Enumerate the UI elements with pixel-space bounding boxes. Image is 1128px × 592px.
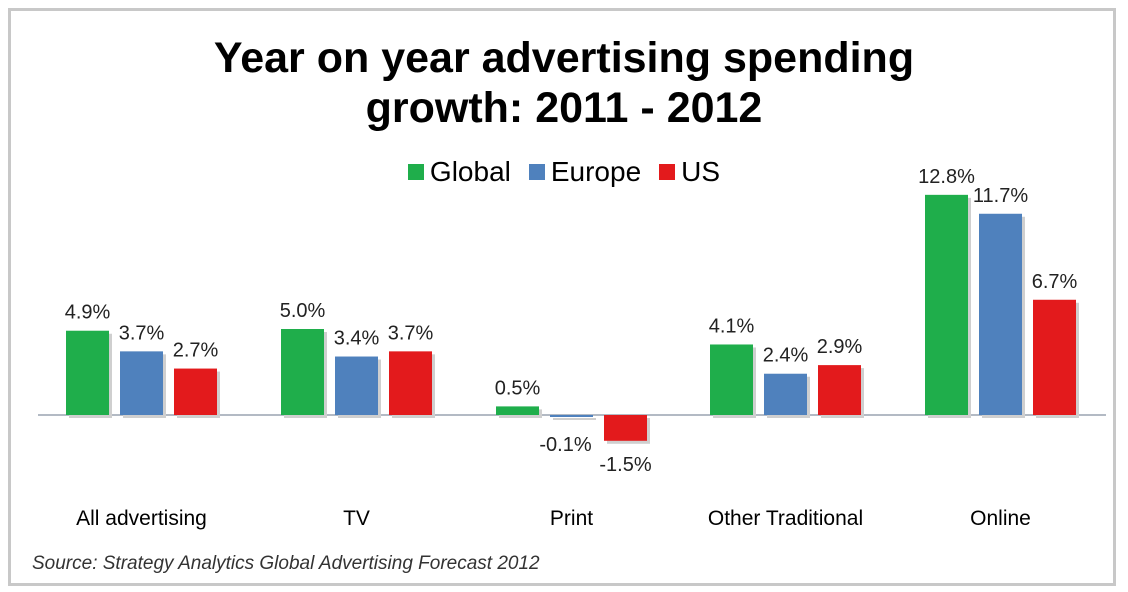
- legend-swatch-global: [407, 164, 424, 180]
- legend-item-global: Global: [407, 156, 511, 188]
- bar-shadow-europe: [553, 418, 596, 420]
- bar-global: [496, 406, 539, 415]
- category-label: TV: [343, 507, 370, 530]
- category-label: All advertising: [76, 507, 207, 530]
- bar-us: [818, 365, 861, 415]
- data-label-global: 5.0%: [280, 300, 326, 322]
- legend-item-europe: Europe: [528, 156, 642, 188]
- legend-label-us: US: [681, 156, 721, 187]
- data-label-europe: 3.7%: [119, 322, 165, 344]
- bar-us: [604, 415, 647, 441]
- bar-europe: [120, 351, 163, 415]
- data-label-global: 4.9%: [65, 302, 111, 324]
- bar-europe: [550, 415, 593, 417]
- legend-swatch-europe: [528, 164, 545, 180]
- bar-global: [925, 194, 968, 415]
- bar-europe: [764, 373, 807, 415]
- legend: Global Europe US: [0, 156, 1128, 188]
- data-label-us: -1.5%: [599, 454, 651, 476]
- data-label-global: 0.5%: [495, 377, 541, 399]
- bar-europe: [335, 356, 378, 415]
- bar-us: [1033, 299, 1076, 415]
- bar-global: [710, 344, 753, 415]
- legend-swatch-us: [659, 164, 676, 180]
- data-label-europe: 3.4%: [334, 328, 380, 350]
- data-label-us: 6.7%: [1032, 271, 1078, 293]
- category-label: Print: [550, 507, 593, 530]
- legend-label-europe: Europe: [550, 156, 642, 187]
- category-label: Online: [970, 507, 1031, 530]
- chart-title-line2: growth: 2011 - 2012: [365, 84, 763, 132]
- bar-us: [174, 368, 217, 415]
- bar-us: [389, 351, 432, 415]
- bar-europe: [979, 213, 1022, 415]
- bar-global: [66, 330, 109, 415]
- data-label-us: 2.7%: [173, 340, 219, 362]
- data-label-global: 4.1%: [709, 315, 755, 337]
- legend-item-us: US: [659, 156, 720, 188]
- data-label-us: 2.9%: [817, 336, 863, 358]
- data-label-europe: 11.7%: [973, 185, 1028, 207]
- source-note: Source: Strategy Analytics Global Advert…: [32, 553, 540, 574]
- chart-title-line1: Year on year advertising spending: [213, 34, 915, 82]
- data-label-us: 3.7%: [388, 322, 434, 344]
- data-label-europe: 2.4%: [763, 345, 809, 367]
- data-label-global: 12.8%: [918, 166, 975, 188]
- legend-label-global: Global: [429, 156, 511, 187]
- bar-global: [281, 329, 324, 415]
- data-label-europe: -0.1%: [539, 434, 591, 456]
- category-label: Other Traditional: [708, 507, 863, 530]
